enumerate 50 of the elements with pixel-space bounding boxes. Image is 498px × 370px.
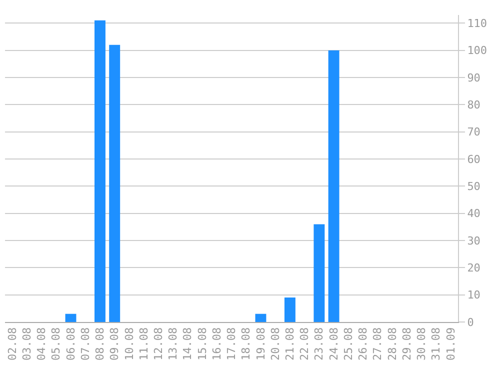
- bar: [94, 20, 106, 322]
- x-tick-label: 31.08: [430, 327, 443, 361]
- x-tick-label: 06.08: [64, 327, 78, 361]
- x-tick-label: 12.08: [152, 327, 166, 361]
- x-tick-label: 22.08: [298, 327, 312, 361]
- bar: [65, 314, 76, 322]
- x-tick-label: 11.08: [137, 327, 150, 361]
- x-tick-label: 15.08: [196, 327, 209, 361]
- x-tick-label: 21.08: [284, 327, 297, 361]
- y-tick-label: 80: [467, 98, 480, 112]
- x-tick-label: 29.08: [400, 327, 414, 361]
- x-tick-label: 07.08: [78, 327, 92, 361]
- x-tick-label: 20.08: [268, 327, 282, 361]
- x-tick-label: 08.08: [94, 327, 107, 361]
- y-tick-label: 70: [467, 126, 480, 139]
- x-tick-label: 30.08: [415, 327, 428, 361]
- x-tick-label: 28.08: [386, 327, 399, 361]
- y-tick-label: 10: [467, 288, 480, 302]
- x-tick-label: 27.08: [371, 327, 384, 361]
- x-tick-label: 26.08: [356, 327, 370, 361]
- y-tick-label: 40: [467, 207, 480, 220]
- y-tick-label: 20: [467, 262, 480, 275]
- bar: [328, 50, 340, 322]
- x-tick-label: 23.08: [312, 327, 326, 361]
- x-tick-label: 24.08: [327, 327, 340, 361]
- x-tick-label: 04.08: [35, 327, 48, 361]
- x-tick-label: 10.08: [122, 327, 136, 361]
- y-tick-label: 100: [467, 44, 488, 58]
- y-tick-label: 90: [467, 71, 480, 84]
- y-tick-label: 0: [467, 316, 474, 329]
- x-tick-label: 01.09: [444, 327, 458, 361]
- y-tick-label: 30: [467, 234, 480, 248]
- x-tick-label: 05.08: [50, 327, 63, 361]
- x-tick-label: 13.08: [166, 327, 180, 361]
- x-tick-label: 25.08: [342, 327, 355, 361]
- x-tick-label: 16.08: [210, 327, 224, 361]
- x-tick-label: 17.08: [225, 327, 238, 361]
- x-tick-label: 03.08: [20, 327, 34, 361]
- x-tick-label: 19.08: [254, 327, 268, 361]
- y-tick-label: 50: [467, 180, 480, 194]
- bar: [109, 44, 120, 322]
- bar: [255, 314, 266, 322]
- x-tick-label: 02.08: [6, 327, 19, 361]
- bar: [314, 224, 325, 322]
- x-tick-label: 09.08: [108, 327, 122, 361]
- bar: [284, 298, 296, 322]
- y-tick-label: 60: [467, 152, 480, 166]
- x-tick-label: 14.08: [181, 327, 194, 361]
- x-tick-label: 18.08: [240, 327, 253, 361]
- y-tick-label: 110: [467, 17, 488, 30]
